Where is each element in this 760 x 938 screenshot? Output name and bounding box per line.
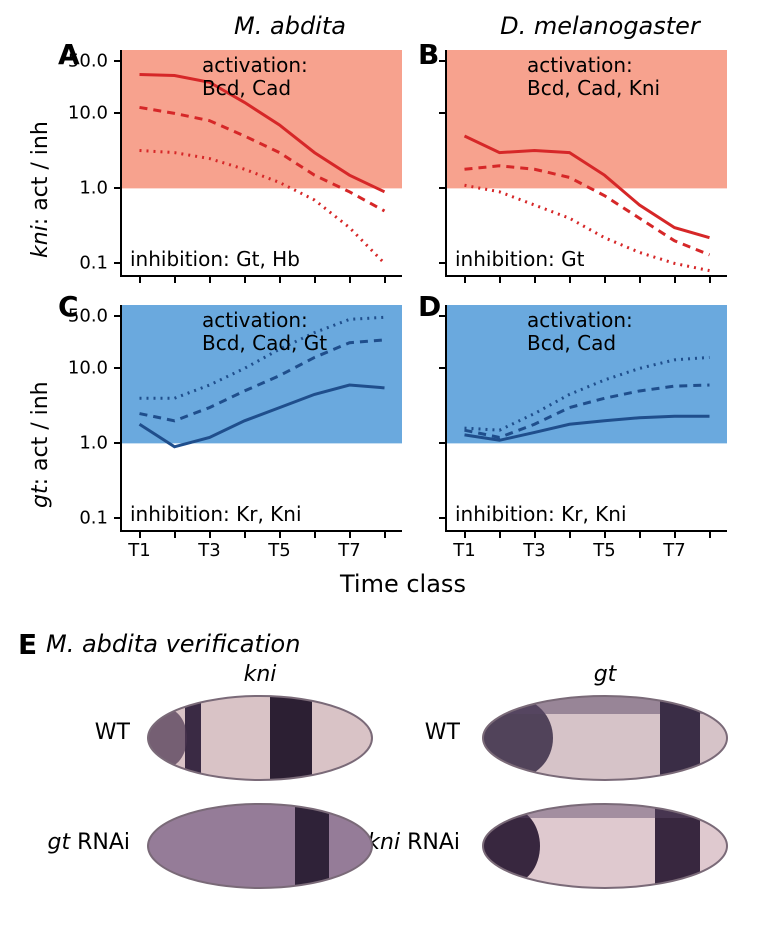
- ytick-mark: [439, 187, 447, 189]
- plot-d: T1T3T5T7activation:Bcd, Cadinhibition: K…: [445, 305, 727, 532]
- embryo-kni-gtRNAi: [145, 800, 375, 892]
- inhibition-text: inhibition: Gt: [455, 247, 584, 271]
- xtick-label: T3: [198, 530, 220, 561]
- xtick-mark: [569, 275, 571, 283]
- ytick-label: 0.1: [79, 253, 122, 274]
- activation-text: activation:Bcd, Cad: [202, 54, 308, 100]
- xtick-label: T5: [268, 530, 290, 561]
- xtick-mark: [349, 275, 351, 283]
- ytick-label: 10.0: [68, 358, 122, 379]
- col-title-b: D. melanogaster: [460, 12, 740, 40]
- xtick-mark: [499, 275, 501, 283]
- ytick-mark: [439, 442, 447, 444]
- ytick-mark: [439, 315, 447, 317]
- xtick-mark: [384, 275, 386, 283]
- xtick-mark: [569, 530, 571, 538]
- plot-a: 0.11.010.050.0activation:Bcd, Cadinhibit…: [120, 50, 402, 277]
- ylabel-gt-gene: gt: [28, 485, 53, 508]
- col-title-a: M. abdita: [180, 12, 400, 40]
- ytick-mark: [439, 60, 447, 62]
- activation-text: activation:Bcd, Cad, Kni: [527, 54, 660, 100]
- xtick-mark: [174, 275, 176, 283]
- xtick-mark: [464, 275, 466, 283]
- ylabel-kni: kni: act / inh: [28, 121, 53, 258]
- e-label-gt-rnai: gt RNAi: [4, 830, 130, 855]
- panel-label-d: D: [418, 290, 441, 323]
- xtick-mark: [314, 275, 316, 283]
- xtick-mark: [639, 275, 641, 283]
- ylabel-kni-gene: kni: [28, 225, 53, 258]
- embryo-gt-wt: [480, 692, 730, 784]
- panel-label-e: E: [18, 628, 37, 661]
- xtick-mark: [244, 530, 246, 538]
- xtick-label: T5: [593, 530, 615, 561]
- xtick-label: T1: [453, 530, 475, 561]
- ytick-label: 50.0: [68, 50, 122, 71]
- embryo-gt-kniRNAi: [480, 800, 730, 892]
- xtick-label: T3: [523, 530, 545, 561]
- ytick-mark: [439, 517, 447, 519]
- ylabel-gt: gt: act / inh: [28, 381, 53, 508]
- xtick-mark: [499, 530, 501, 538]
- ylabel-kni-rest: : act / inh: [28, 121, 53, 225]
- ytick-label: 50.0: [68, 305, 122, 326]
- plot-b: activation:Bcd, Cad, Kni inhibition: Gt: [445, 50, 727, 277]
- xtick-mark: [314, 530, 316, 538]
- inhibition-text: inhibition: Gt, Hb: [130, 247, 300, 271]
- xtick-mark: [244, 275, 246, 283]
- xtick-mark: [279, 275, 281, 283]
- e-label-wt-left: WT: [40, 720, 130, 745]
- ytick-mark: [439, 262, 447, 264]
- ytick-label: 10.0: [68, 103, 122, 124]
- panel-e-right-gene: gt: [545, 662, 665, 687]
- xtick-mark: [209, 275, 211, 283]
- figure-root: M. abdita D. melanogaster A B C D kni: a…: [0, 0, 760, 938]
- ytick-label: 1.0: [79, 178, 122, 199]
- ytick-mark: [439, 367, 447, 369]
- inhibition-text: inhibition: Kr, Kni: [455, 502, 627, 526]
- xtick-mark: [674, 275, 676, 283]
- xtick-mark: [639, 530, 641, 538]
- panel-e-left-gene: kni: [200, 662, 320, 687]
- xtick-mark: [709, 530, 711, 538]
- ylabel-gt-rest: : act / inh: [28, 381, 53, 485]
- plot-c: 0.11.010.050.0T1T3T5T7activation:Bcd, Ca…: [120, 305, 402, 532]
- xtick-mark: [534, 275, 536, 283]
- ytick-label: 1.0: [79, 433, 122, 454]
- inhibition-text: inhibition: Kr, Kni: [130, 502, 302, 526]
- activation-text: activation:Bcd, Cad, Gt: [202, 309, 327, 355]
- xtick-label: T7: [338, 530, 360, 561]
- panel-label-b: B: [418, 38, 439, 71]
- xtick-mark: [709, 275, 711, 283]
- activation-text: activation:Bcd, Cad: [527, 309, 633, 355]
- e-label-wt-right: WT: [400, 720, 460, 745]
- panel-e-title: M. abdita verification: [46, 630, 300, 658]
- embryo-kni-wt: [145, 692, 375, 784]
- xtick-mark: [139, 275, 141, 283]
- ytick-label: 0.1: [79, 508, 122, 529]
- e-label-kni-rnai: kni RNAi: [360, 830, 460, 855]
- xlabel: Time class: [340, 570, 466, 598]
- xtick-mark: [604, 275, 606, 283]
- xtick-label: T7: [663, 530, 685, 561]
- xtick-mark: [174, 530, 176, 538]
- xtick-label: T1: [128, 530, 150, 561]
- ytick-mark: [439, 112, 447, 114]
- xtick-mark: [384, 530, 386, 538]
